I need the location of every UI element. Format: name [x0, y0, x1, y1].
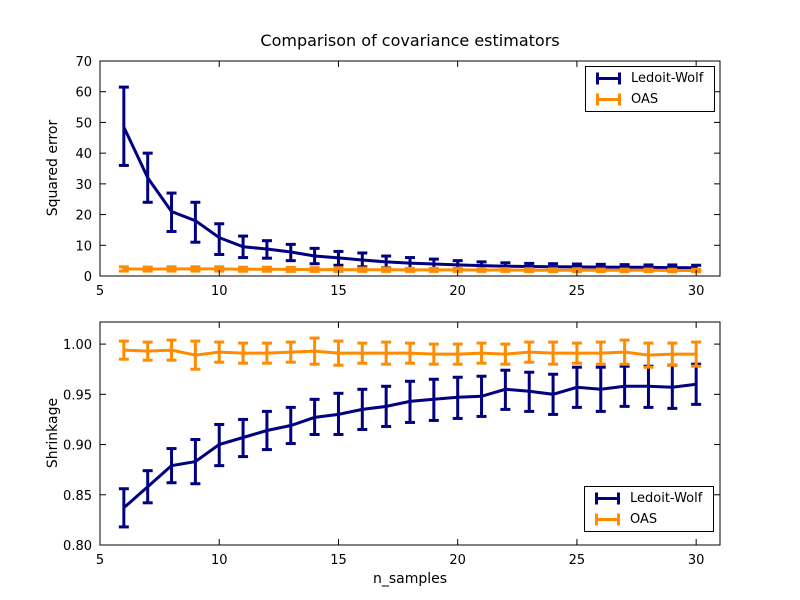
legend-entry-oas: OAS — [585, 509, 713, 530]
x-tick-label: 15 — [330, 553, 347, 568]
y-tick-label: 0.90 — [63, 439, 92, 454]
legend-label-oas: OAS — [631, 92, 659, 107]
chart-title: Comparison of covariance estimators — [260, 31, 560, 50]
y-tick-label: 0 — [84, 270, 92, 285]
series-line-oas — [123, 267, 697, 272]
series-ledoit-wolf — [118, 85, 702, 272]
x-tick-label: 10 — [211, 553, 228, 568]
y-tick-label: 0.85 — [63, 489, 92, 504]
x-tick-label: 15 — [330, 284, 347, 299]
x-tick-label: 30 — [688, 284, 705, 299]
errorbar-glyph-navy — [595, 492, 620, 505]
y-tick-label: 0.80 — [63, 539, 92, 554]
axes-frame — [99, 321, 721, 546]
x-axis-label: n_samples — [372, 571, 448, 587]
series-line-ledoit-wolf — [122, 126, 697, 270]
bottom-plot-ylabel: Shrinkage — [45, 397, 61, 469]
legend-label-oas: OAS — [630, 512, 658, 527]
x-tick-label: 25 — [569, 553, 586, 568]
y-tick-label: 50 — [75, 116, 92, 131]
y-tick-label: 70 — [75, 55, 92, 70]
x-tick-label: 20 — [449, 553, 466, 568]
y-tick-label: 1.00 — [63, 338, 92, 353]
x-tick-label: 30 — [688, 553, 705, 568]
y-tick-label: 20 — [75, 209, 92, 224]
legend-entry-ledoit-wolf: Ledoit-Wolf — [585, 488, 713, 509]
series-oas — [118, 336, 702, 371]
series-line-ledoit-wolf — [122, 382, 697, 509]
legend-label-ledoit-wolf: Ledoit-Wolf — [630, 491, 703, 506]
x-tick-label: 25 — [569, 284, 586, 299]
top-plot-ylabel: Squared error — [45, 119, 61, 217]
x-tick-label: 5 — [96, 284, 104, 299]
y-tick-label: 40 — [75, 147, 92, 162]
errorbar-glyph-navy — [596, 72, 621, 85]
legend-label-ledoit-wolf: Ledoit-Wolf — [631, 71, 704, 86]
errorbar-glyph-orange — [595, 513, 620, 526]
y-tick-label: 60 — [75, 86, 92, 101]
y-tick-label: 30 — [75, 178, 92, 193]
plot-shrinkage: 5 10 15 20 25 30 0.80 0.85 0.90 0.95 1.00 — [63, 321, 721, 568]
axes-frame — [99, 60, 721, 277]
errorbar-glyph-orange — [596, 93, 621, 106]
x-tick-label: 20 — [449, 284, 466, 299]
x-tick-label: 10 — [211, 284, 228, 299]
legend-bottom-plot: Ledoit-Wolf OAS — [584, 486, 714, 532]
legend-entry-ledoit-wolf: Ledoit-Wolf — [586, 68, 714, 89]
x-tick-label: 5 — [96, 553, 104, 568]
legend-top-plot: Ledoit-Wolf OAS — [585, 66, 715, 112]
legend-entry-oas: OAS — [586, 89, 714, 110]
plot-squared-error: 5 10 15 20 25 30 0 10 20 30 40 50 60 70 — [75, 55, 721, 299]
y-tick-label: 10 — [75, 239, 92, 254]
series-line-oas — [123, 348, 697, 357]
y-tick-label: 0.95 — [63, 388, 92, 403]
series-ledoit-wolf — [118, 362, 702, 529]
